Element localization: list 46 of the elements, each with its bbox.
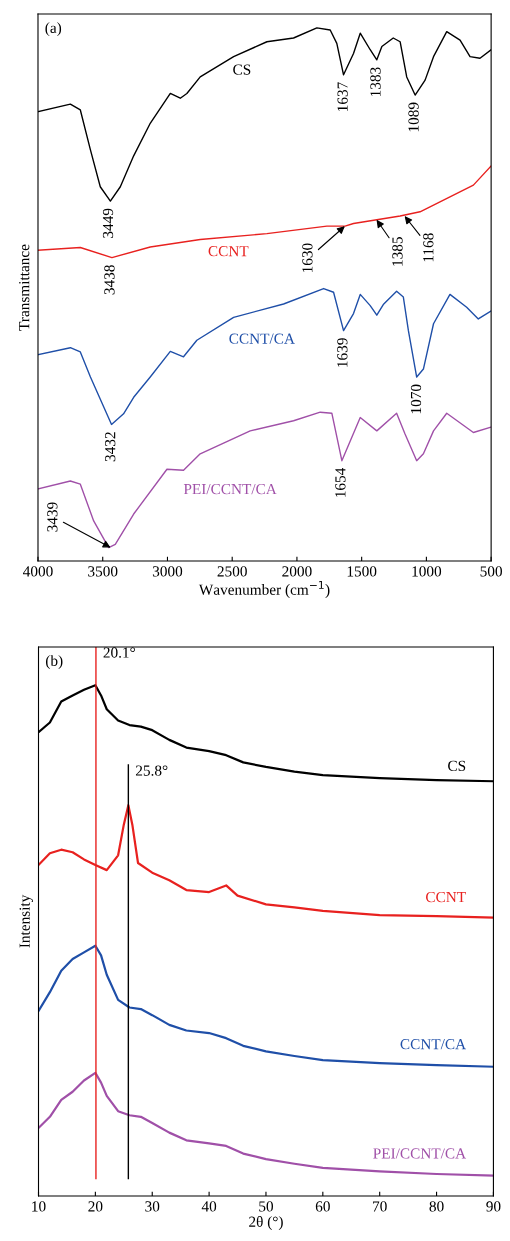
- chart-title: (b): [46, 655, 63, 670]
- x-tick-label: 500: [480, 566, 503, 577]
- y-axis-title: Transmittance: [19, 244, 30, 331]
- x-tick-label: 40: [201, 1201, 217, 1212]
- x-tick-label: 70: [373, 1201, 387, 1212]
- annotation: 1383: [370, 67, 381, 97]
- annotation: 1168: [423, 233, 434, 262]
- x-tick-label: 30: [145, 1201, 160, 1212]
- series-label: CCNT: [426, 891, 466, 903]
- series-label: CCNT/CA: [400, 1039, 467, 1050]
- x-tick-label: 2000: [282, 566, 312, 577]
- x-tick-label: 10: [32, 1201, 46, 1212]
- annotation: 1070: [410, 384, 422, 414]
- x-tick-label: 1500: [347, 566, 377, 577]
- x-tick-label: 50: [259, 1201, 274, 1212]
- annotation: 1654: [335, 467, 346, 497]
- series-label: PEI/CCNT/CA: [373, 1148, 467, 1159]
- x-axis-title: Wavenumber (cm$^{−1}$): [198, 581, 330, 598]
- ref-line-label: 20.1°: [103, 647, 135, 658]
- series-label: CS: [233, 64, 251, 75]
- x-tick-label: 20: [88, 1201, 103, 1212]
- annotation: 3449: [102, 208, 114, 238]
- annotation: 3432: [105, 432, 116, 462]
- x-tick-label: 4000: [23, 566, 53, 577]
- chart-title: (a): [45, 22, 62, 37]
- series-label: CCNT: [208, 246, 249, 257]
- x-tick-label: 60: [315, 1201, 330, 1212]
- x-tick-label: 80: [429, 1201, 444, 1212]
- x-axis-title: 2θ (°): [249, 1216, 283, 1230]
- series-label: CS: [448, 760, 466, 771]
- x-tick-label: 2500: [217, 566, 247, 577]
- x-tick-label: 3500: [88, 566, 118, 577]
- x-tick-label: 1000: [412, 566, 442, 577]
- series-label: CCNT/CA: [229, 333, 295, 344]
- y-axis-title: Intensity: [19, 894, 33, 948]
- annotation: 3439: [47, 502, 58, 532]
- annotation: 1637: [337, 82, 348, 111]
- x-tick-label: 3000: [152, 566, 183, 577]
- ref-line-label: 25.8°: [135, 765, 168, 776]
- x-tick-label: 90: [486, 1201, 501, 1212]
- annotation: 1630: [302, 243, 313, 273]
- series-label: PEI/CCNT/CA: [183, 483, 277, 495]
- annotation: 1385: [392, 237, 403, 266]
- annotation: 3438: [104, 265, 115, 295]
- annotation: 1089: [408, 102, 419, 132]
- annotation: 1639: [337, 338, 348, 367]
